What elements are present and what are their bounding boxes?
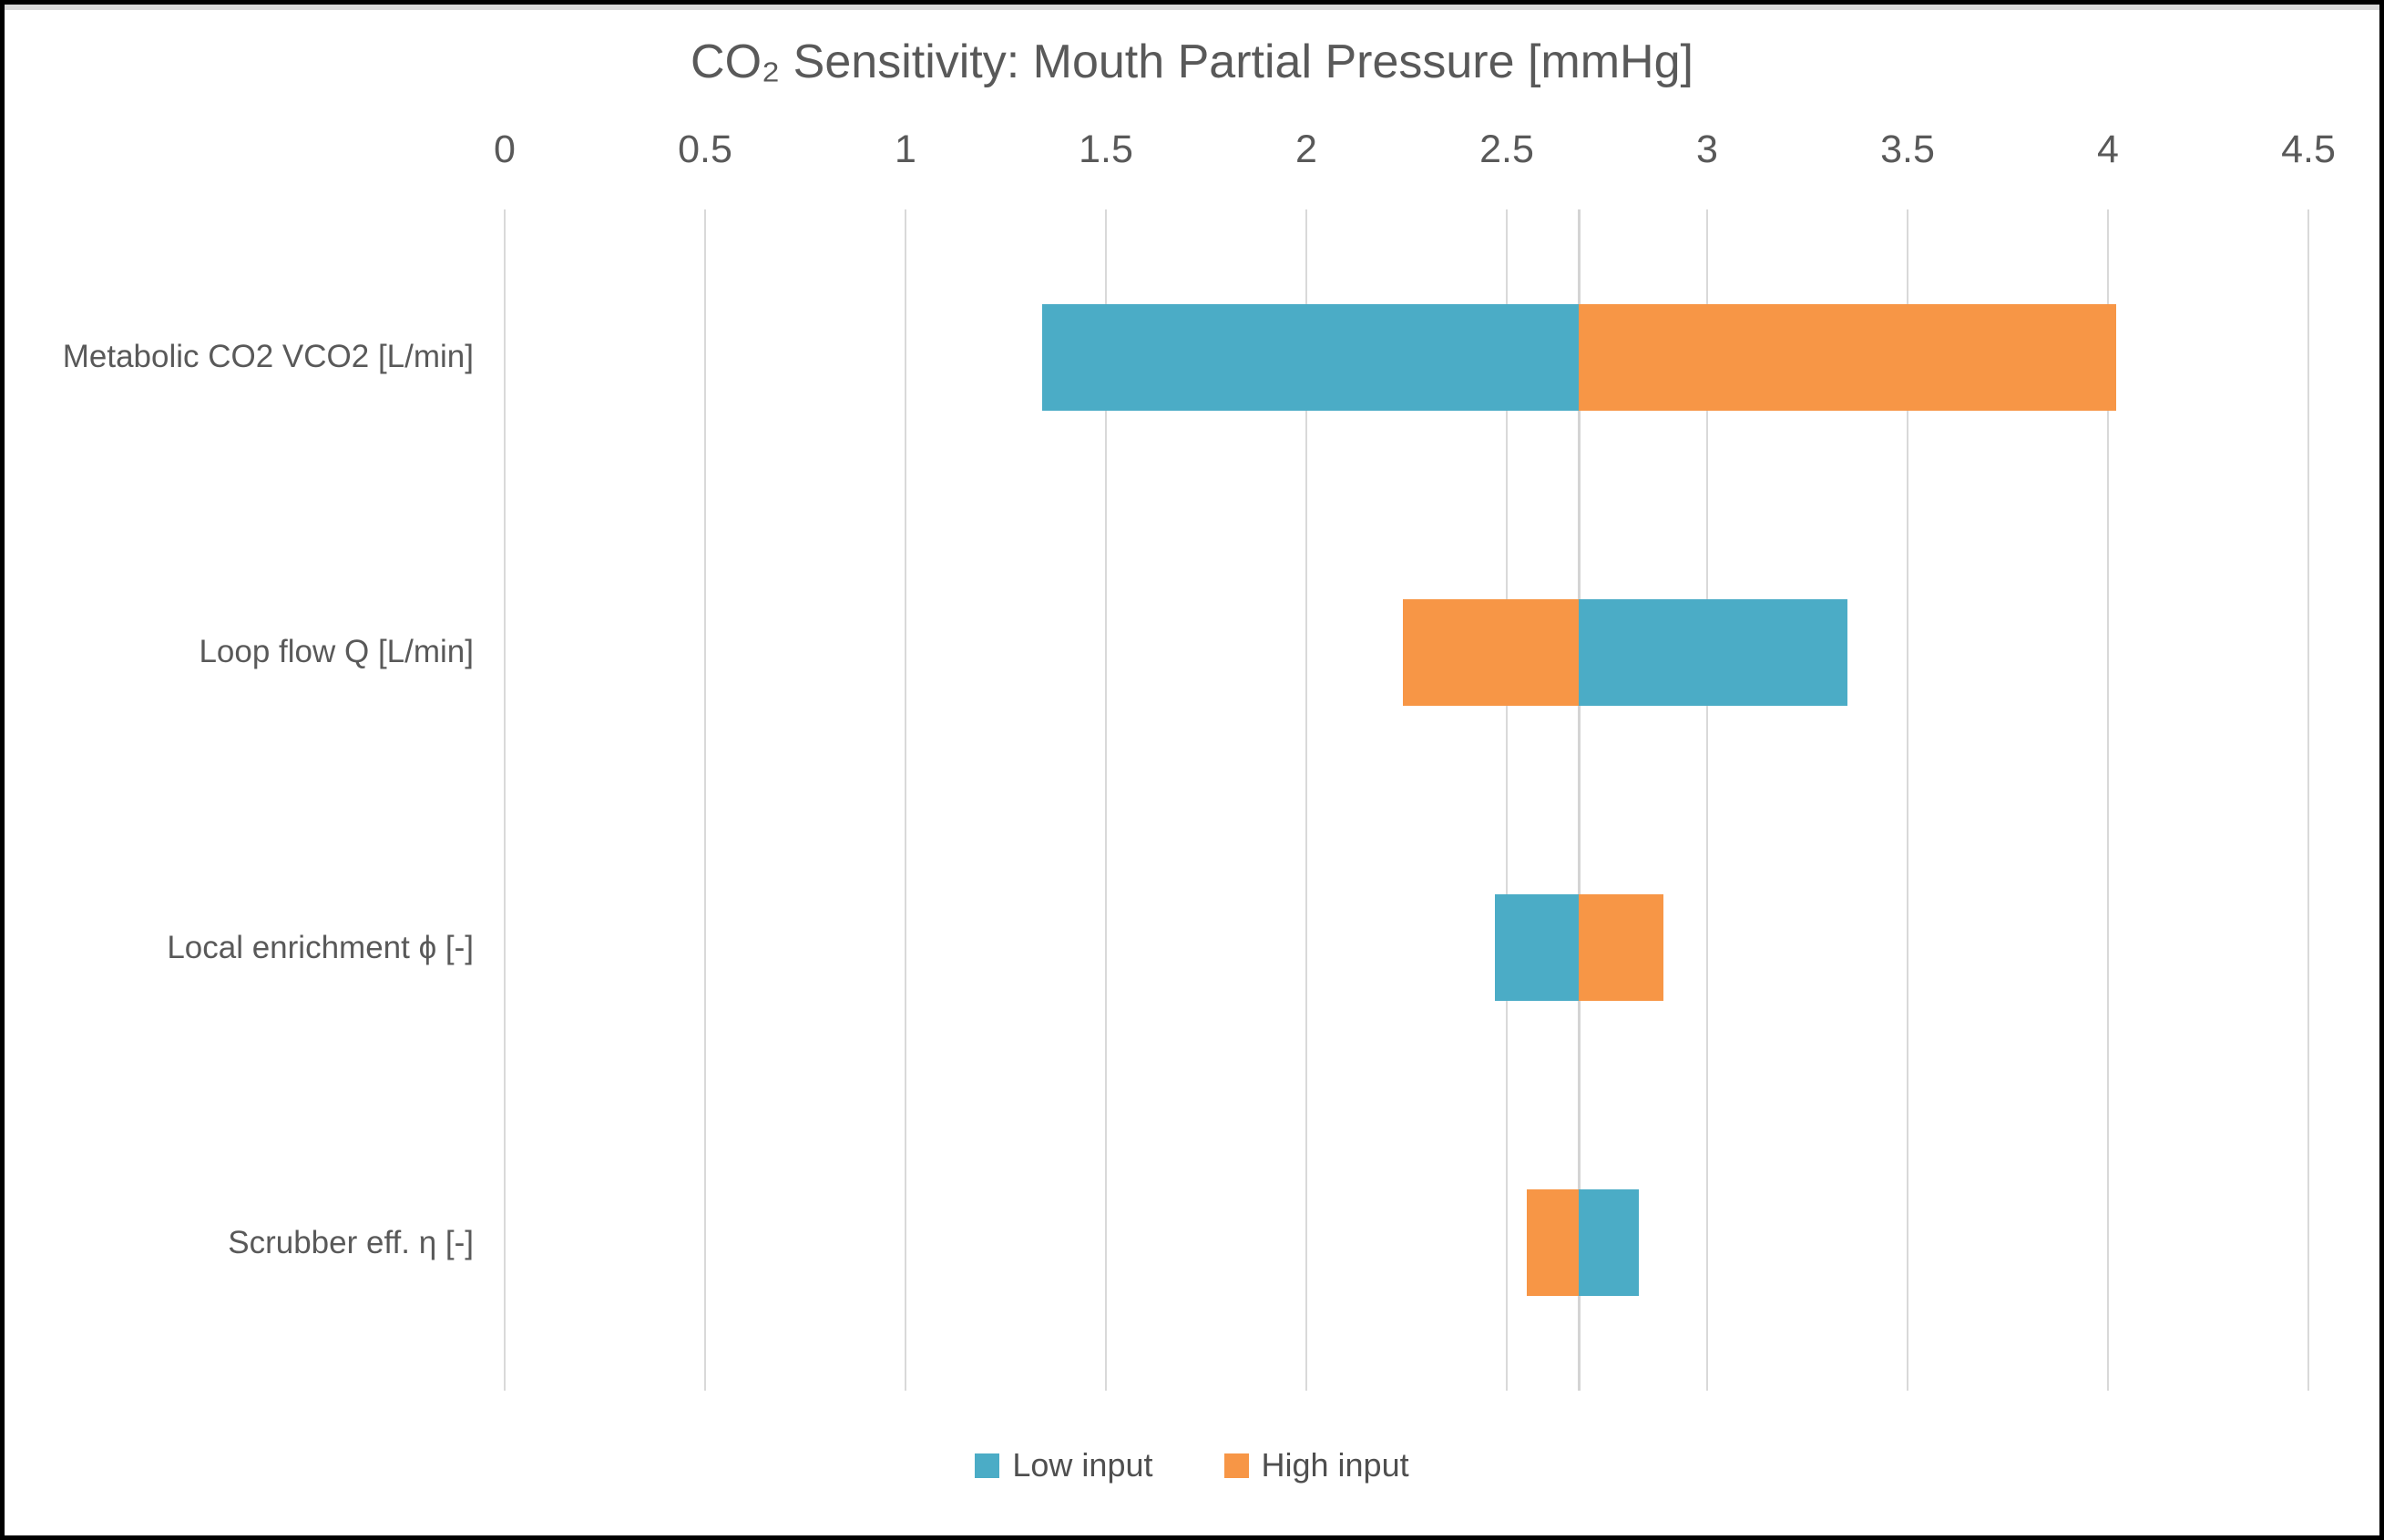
x-gridline <box>704 209 706 1391</box>
bar-segment-high-input[interactable] <box>1402 598 1580 706</box>
bar-segment-low-input[interactable] <box>1579 598 1847 706</box>
bar-segment-low-input[interactable] <box>1494 894 1580 1002</box>
x-axis-tick-label: 3 <box>1696 127 1718 171</box>
x-axis-tick-label: 2 <box>1295 127 1317 171</box>
bar-segment-high-input[interactable] <box>1579 303 2116 411</box>
x-axis-tick-label: 2.5 <box>1479 127 1534 171</box>
x-axis-tick-label: 4.5 <box>2281 127 2336 171</box>
x-gridline <box>1706 209 1708 1391</box>
x-gridline <box>905 209 906 1391</box>
x-gridline <box>1506 209 1508 1391</box>
category-label: Scrubber eff. η [-] <box>228 1224 474 1260</box>
x-gridline <box>504 209 506 1391</box>
x-gridline <box>1305 209 1307 1391</box>
category-label: Loop flow Q [L/min] <box>199 634 474 670</box>
x-gridline <box>2307 209 2309 1391</box>
x-gridline <box>1907 209 1908 1391</box>
category-label: Local enrichment ϕ [-] <box>167 929 474 965</box>
pivot-axis-line <box>1577 209 1581 1391</box>
category-label: Metabolic CO2 VCO2 [L/min] <box>62 339 474 375</box>
window-top-strip <box>5 5 2379 10</box>
legend-item-low-input[interactable]: Low input <box>975 1446 1153 1484</box>
x-axis-tick-label: 1 <box>895 127 916 171</box>
legend-label-high-input: High input <box>1261 1446 1409 1484</box>
legend-item-high-input[interactable]: High input <box>1223 1446 1409 1484</box>
x-axis-tick-label: 0.5 <box>678 127 732 171</box>
x-axis-tick-label: 3.5 <box>1880 127 1935 171</box>
x-axis-tick-label: 4 <box>2097 127 2119 171</box>
x-gridline <box>2107 209 2109 1391</box>
legend: Low input High input <box>0 1446 2384 1484</box>
x-axis-tick-label: 1.5 <box>1079 127 1133 171</box>
legend-label-low-input: Low input <box>1012 1446 1153 1484</box>
bar-segment-high-input[interactable] <box>1527 1189 1580 1297</box>
bar-segment-low-input[interactable] <box>1579 1189 1640 1297</box>
bar-segment-low-input[interactable] <box>1041 303 1580 411</box>
legend-swatch-high-input <box>1223 1453 1249 1478</box>
x-gridline <box>1105 209 1107 1391</box>
x-axis-tick-label: 0 <box>494 127 516 171</box>
chart-title: CO₂ Sensitivity: Mouth Partial Pressure … <box>691 36 1693 88</box>
legend-swatch-low-input <box>975 1453 1000 1478</box>
bar-segment-high-input[interactable] <box>1579 894 1663 1002</box>
